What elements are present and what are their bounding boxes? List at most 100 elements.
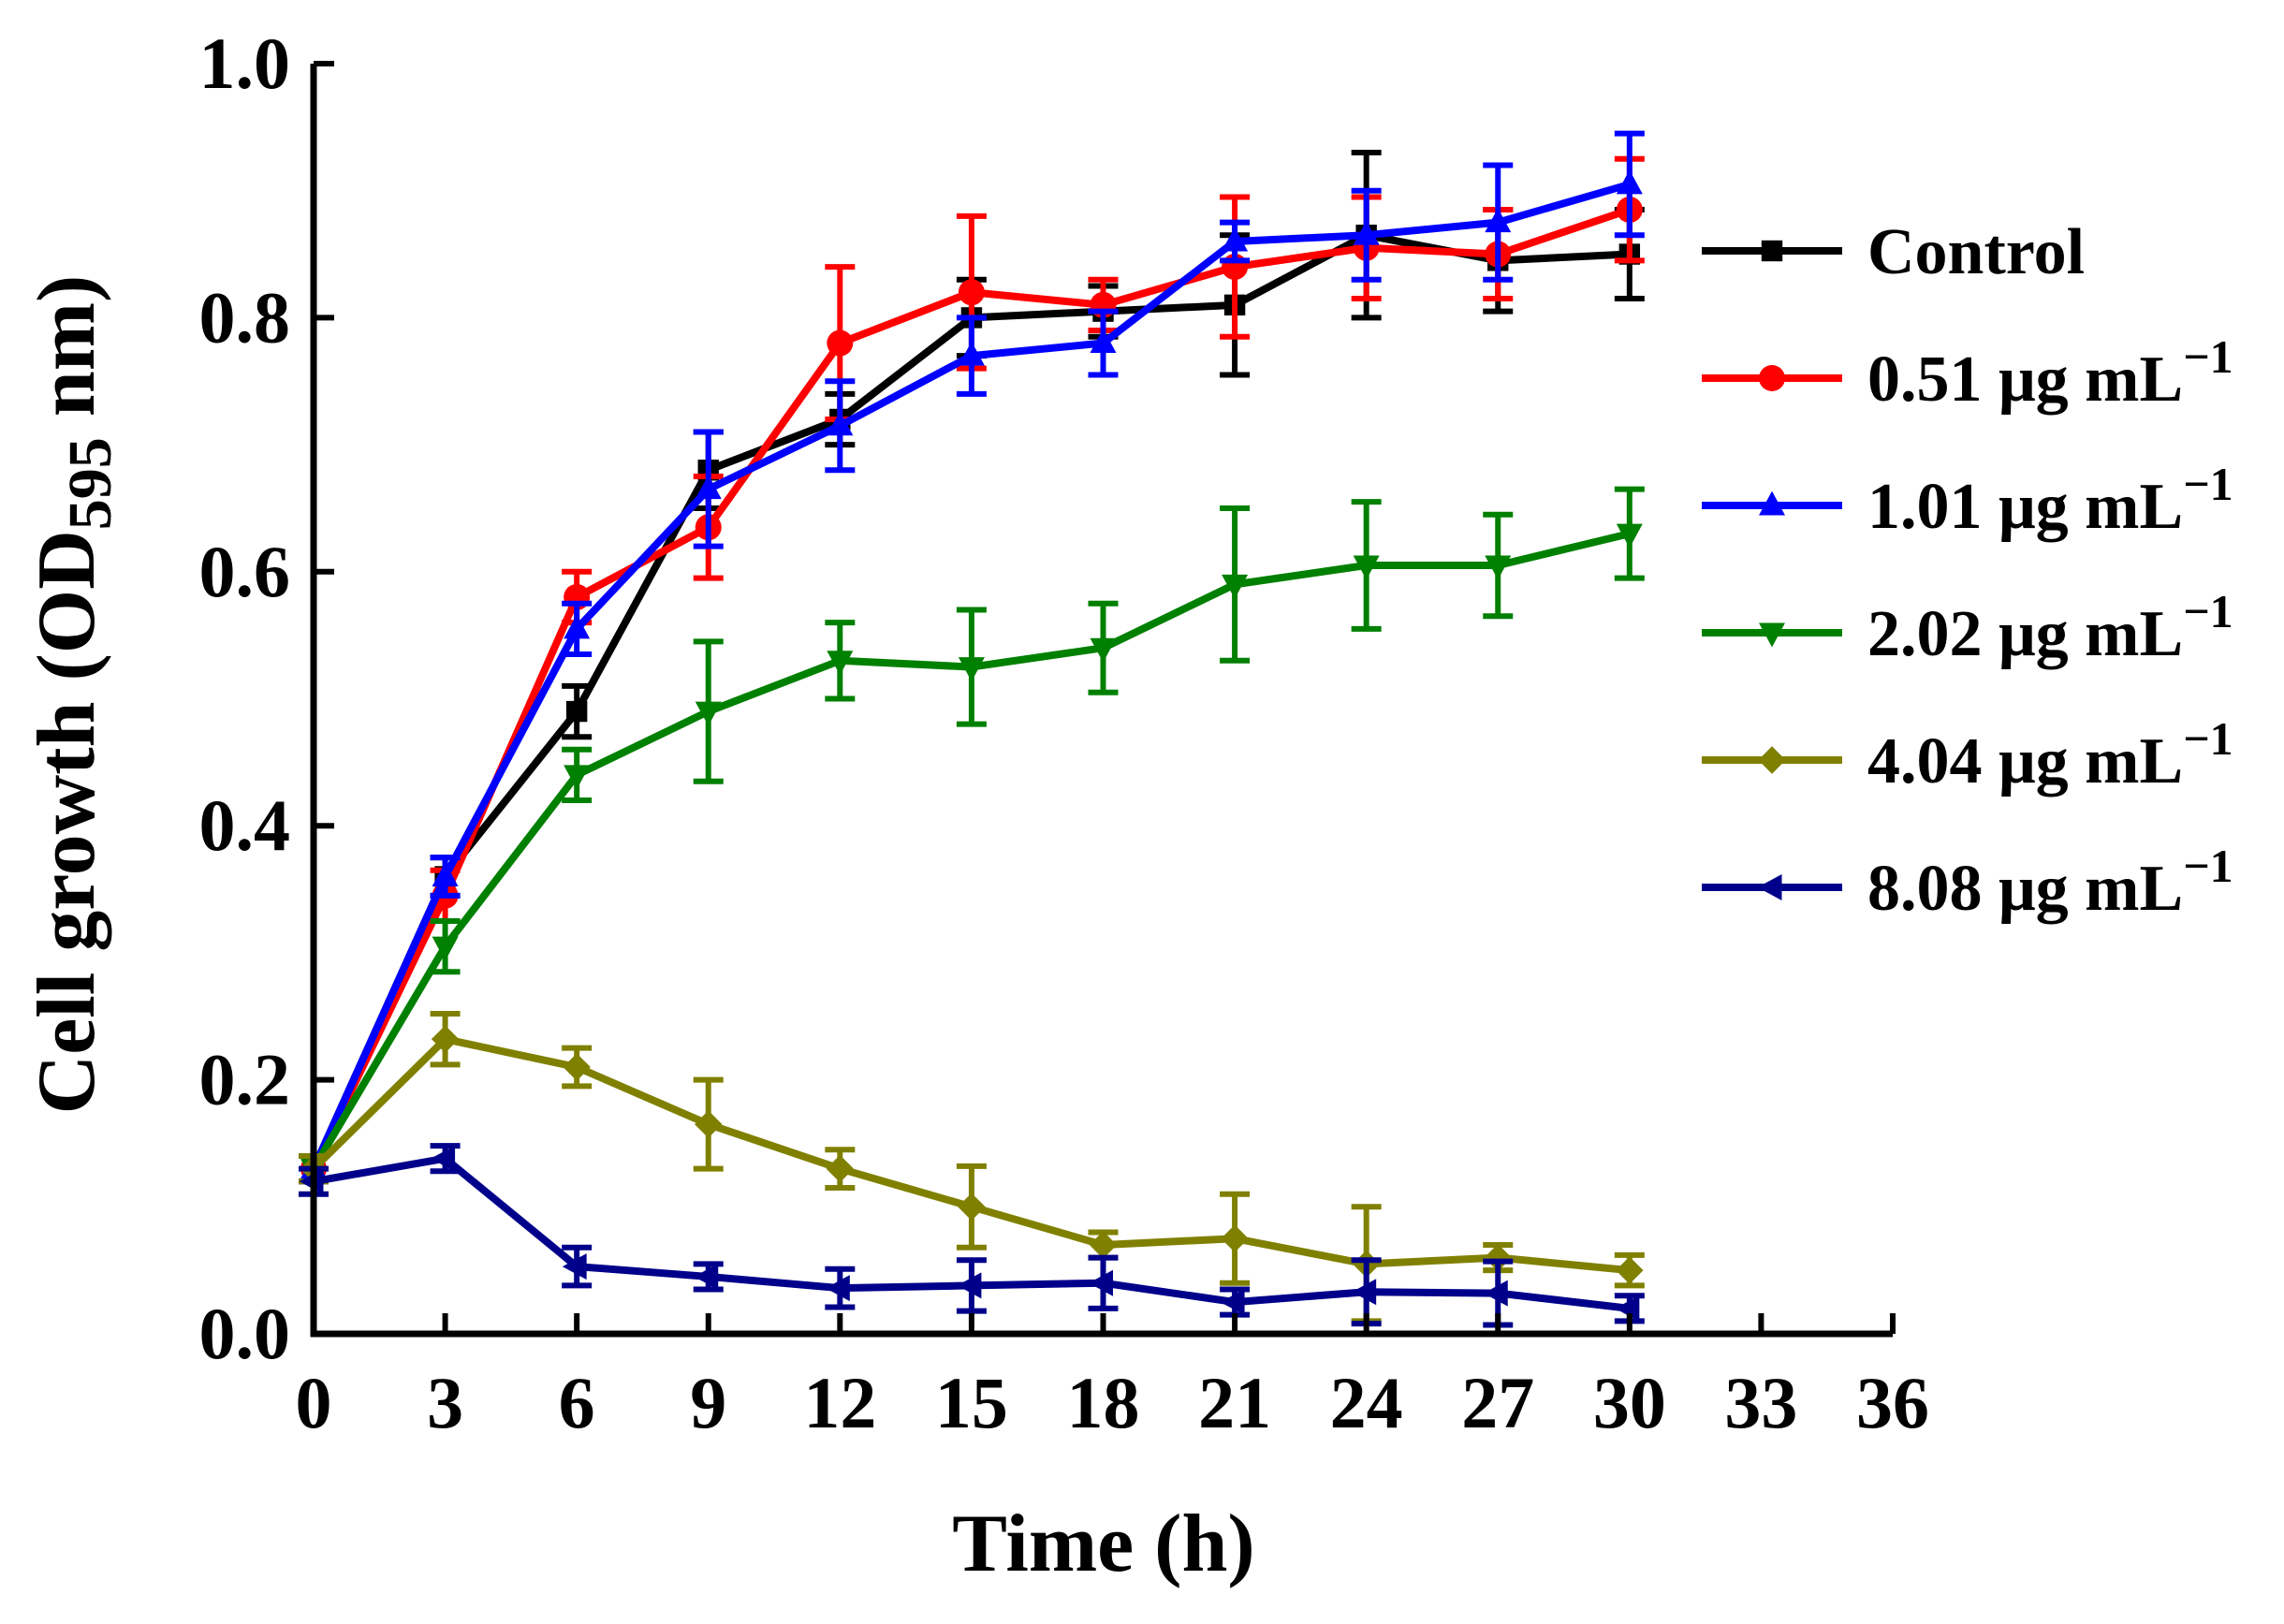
marker-triangle-left bbox=[1220, 1289, 1245, 1316]
marker-triangle-down bbox=[1353, 555, 1380, 580]
legend-label-superscript: −1 bbox=[2183, 330, 2233, 383]
x-ticks: 0 3 6 9 12 15 18 21 24 27 30 33 36 bbox=[296, 1313, 1929, 1443]
marker-circle bbox=[827, 329, 854, 357]
marker-triangle-left bbox=[825, 1275, 850, 1302]
legend-label-unit: μg mL bbox=[1983, 344, 2184, 416]
marker-triangle-down bbox=[958, 657, 985, 681]
legend-label-value: 0.51 bbox=[1867, 344, 1983, 416]
marker-diamond bbox=[1089, 1231, 1118, 1259]
legend-item-2: 0.51 μg mL−1 bbox=[1702, 330, 2233, 416]
x-axis-title: Time (h) bbox=[952, 1499, 1254, 1589]
legend-label-value: 2.02 bbox=[1867, 598, 1983, 670]
marker-triangle-left bbox=[431, 1145, 456, 1172]
marker-triangle-up bbox=[958, 341, 985, 366]
y-tick-label: 0.6 bbox=[199, 531, 291, 612]
marker-triangle-up bbox=[1222, 227, 1249, 252]
series-3 bbox=[299, 130, 1645, 1185]
marker-triangle-down bbox=[1090, 637, 1117, 663]
marker-triangle-down bbox=[1759, 622, 1785, 648]
x-tick-label: 33 bbox=[1724, 1362, 1797, 1443]
marker-diamond bbox=[1616, 1256, 1644, 1284]
marker-triangle-left bbox=[694, 1263, 719, 1290]
y-tick-label: 0.2 bbox=[199, 1039, 291, 1120]
marker-diamond bbox=[431, 1025, 460, 1053]
marker-triangle-up bbox=[1353, 220, 1380, 245]
marker-triangle-up bbox=[827, 411, 854, 436]
y-tick-label: 0.0 bbox=[199, 1293, 291, 1374]
legend-item-5: 4.04 μg mL−1 bbox=[1702, 712, 2233, 797]
x-tick-label: 21 bbox=[1198, 1362, 1271, 1443]
marker-circle bbox=[1759, 365, 1785, 391]
x-tick-label: 9 bbox=[690, 1362, 726, 1443]
legend-item-4: 2.02 μg mL−1 bbox=[1702, 585, 2233, 670]
series-4 bbox=[299, 486, 1645, 1185]
marker-diamond bbox=[1221, 1224, 1249, 1252]
legend-label-unit: μg mL bbox=[1983, 471, 2184, 543]
x-tick-label: 3 bbox=[427, 1362, 463, 1443]
legend-label-superscript: −1 bbox=[2183, 458, 2233, 510]
x-tick-label: 6 bbox=[559, 1362, 595, 1443]
x-tick-label: 27 bbox=[1461, 1362, 1534, 1443]
marker-triangle-up bbox=[1090, 329, 1117, 354]
legend-label-superscript: −1 bbox=[2183, 840, 2233, 892]
legend-label: Control bbox=[1867, 216, 2085, 288]
legend-label-superscript: −1 bbox=[2183, 712, 2233, 765]
x-tick-label: 12 bbox=[803, 1362, 876, 1443]
legend-label-unit: μg mL bbox=[1983, 598, 2184, 670]
marker-triangle-down bbox=[564, 765, 591, 790]
y-ticks: 0.0 0.2 0.4 0.6 0.8 1.0 bbox=[199, 22, 334, 1374]
marker-triangle-down bbox=[827, 651, 854, 676]
legend-label: 2.02 μg mL−1 bbox=[1867, 585, 2233, 670]
marker-diamond bbox=[1758, 746, 1786, 774]
marker-triangle-down bbox=[695, 701, 722, 726]
marker-triangle-up bbox=[1759, 490, 1785, 516]
y-axis-title: Cell growth (OD595 nm) bbox=[22, 275, 124, 1115]
marker-triangle-left bbox=[957, 1272, 982, 1299]
legend-label-value: 1.01 bbox=[1867, 471, 1983, 543]
marker-diamond bbox=[695, 1110, 723, 1138]
legend-item-1: Control bbox=[1702, 216, 2085, 288]
legend-label-value: Control bbox=[1867, 216, 2085, 288]
marker-diamond bbox=[563, 1053, 591, 1081]
marker-triangle-up bbox=[564, 614, 591, 639]
marker-triangle-left bbox=[1352, 1279, 1377, 1306]
x-tick-label: 36 bbox=[1856, 1362, 1929, 1443]
legend-label: 0.51 μg mL−1 bbox=[1867, 330, 2233, 416]
marker-triangle-up bbox=[695, 475, 722, 500]
marker-triangle-left bbox=[1757, 874, 1782, 900]
legend-label: 4.04 μg mL−1 bbox=[1867, 712, 2233, 797]
marker-diamond bbox=[826, 1154, 855, 1183]
y-axis-title-end: nm) bbox=[22, 275, 112, 438]
legend-item-3: 1.01 μg mL−1 bbox=[1702, 458, 2233, 543]
y-tick-label: 1.0 bbox=[199, 22, 291, 104]
marker-triangle-left bbox=[562, 1253, 587, 1280]
axes: 0 3 6 9 12 15 18 21 24 27 30 33 36 0.00.20.40.60.81.… bbox=[199, 22, 1930, 1443]
legend-label-value: 8.08 bbox=[1867, 853, 1983, 925]
y-axis-title-subscript: 595 bbox=[56, 437, 124, 530]
marker-triangle-down bbox=[432, 936, 459, 961]
marker-circle bbox=[958, 279, 985, 306]
y-tick-label: 0.4 bbox=[199, 784, 291, 866]
legend-label: 1.01 μg mL−1 bbox=[1867, 458, 2233, 543]
marker-triangle-left bbox=[1089, 1269, 1113, 1296]
marker-square bbox=[565, 700, 588, 723]
legend-item-6: 8.08 μg mL−1 bbox=[1702, 840, 2233, 925]
legend-label-unit: μg mL bbox=[1983, 725, 2184, 797]
marker-triangle-up bbox=[1485, 208, 1512, 233]
marker-triangle-left bbox=[1483, 1280, 1508, 1307]
legend-label-superscript: −1 bbox=[2183, 585, 2233, 637]
x-tick-label: 30 bbox=[1593, 1362, 1666, 1443]
marker-triangle-down bbox=[1222, 574, 1249, 599]
y-tick-label: 0.8 bbox=[199, 276, 291, 358]
marker-diamond bbox=[958, 1192, 986, 1221]
marker-triangle-up bbox=[432, 862, 459, 886]
legend-label-value: 4.04 bbox=[1867, 725, 1983, 797]
marker-triangle-left bbox=[1615, 1295, 1640, 1322]
marker-diamond bbox=[1484, 1243, 1512, 1272]
marker-triangle-down bbox=[1485, 555, 1512, 580]
marker-triangle-down bbox=[1616, 523, 1643, 549]
marker-triangle-up bbox=[1616, 169, 1643, 195]
marker-square bbox=[1761, 240, 1783, 262]
